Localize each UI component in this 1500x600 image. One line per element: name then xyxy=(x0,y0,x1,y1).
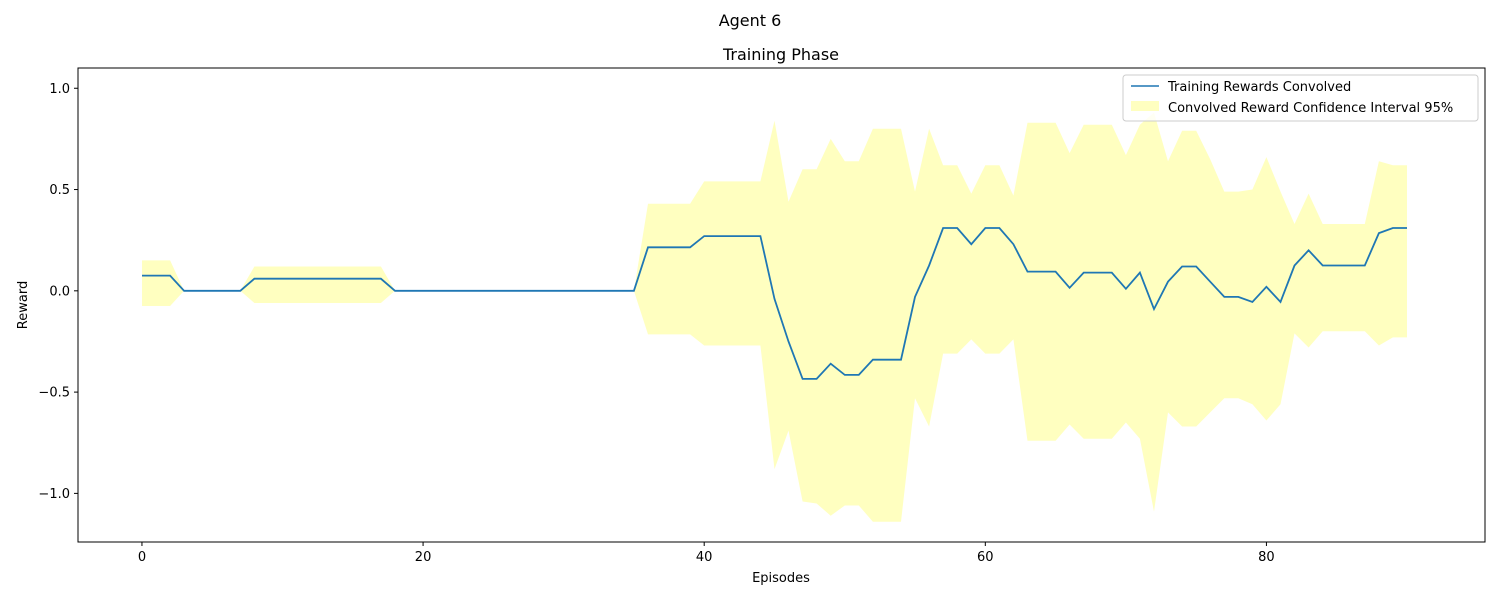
y-tick-label: −1.0 xyxy=(38,487,70,502)
x-axis-label: Episodes xyxy=(752,571,810,586)
plot-frame xyxy=(77,67,1486,543)
y-axis: −1.0 −0.5 0.0 0.5 1.0 xyxy=(38,82,78,502)
x-tick-label: 0 xyxy=(138,550,146,565)
legend-label-line: Training Rewards Convolved xyxy=(1167,80,1351,95)
y-tick-label: 0.5 xyxy=(49,183,70,198)
figure-suptitle: Agent 6 xyxy=(719,11,782,30)
y-tick-label: 1.0 xyxy=(49,82,70,97)
confidence-band xyxy=(142,112,1407,522)
y-tick-label: −0.5 xyxy=(38,386,70,401)
x-tick-label: 40 xyxy=(696,550,713,565)
x-tick-label: 60 xyxy=(977,550,994,565)
legend-label-band: Convolved Reward Confidence Interval 95% xyxy=(1168,101,1453,116)
x-tick-label: 80 xyxy=(1258,550,1275,565)
chart-title: Training Phase xyxy=(722,45,839,64)
x-axis: 0 20 40 60 80 xyxy=(138,542,1275,565)
series-line-training-rewards xyxy=(142,227,1407,380)
legend-band-swatch xyxy=(1131,101,1159,111)
legend: Training Rewards Convolved Convolved Rew… xyxy=(1122,74,1479,122)
plot-area xyxy=(77,67,1486,543)
y-axis-label: Reward xyxy=(16,281,31,329)
x-tick-label: 20 xyxy=(415,550,432,565)
legend-frame xyxy=(1122,74,1479,122)
y-tick-label: 0.0 xyxy=(49,284,70,299)
